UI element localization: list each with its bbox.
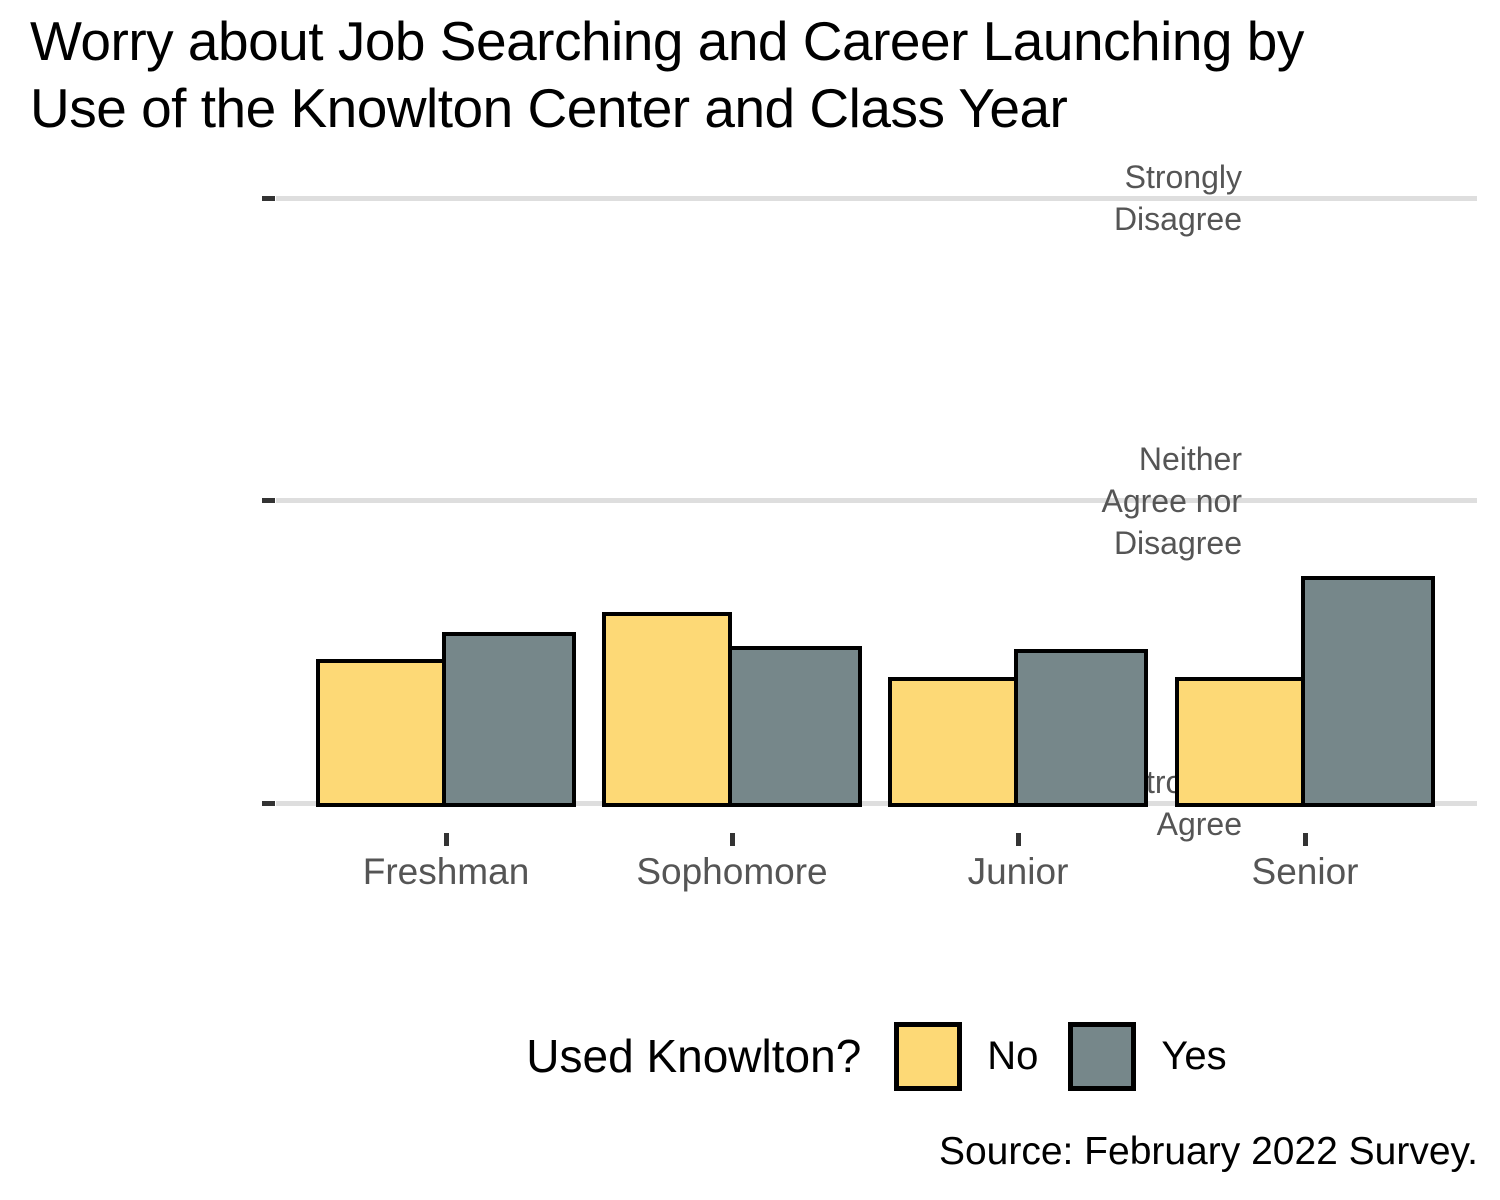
legend-swatch-no	[894, 1021, 963, 1091]
x-axis-tick-mark	[1015, 833, 1021, 846]
bar-senior-yes	[1301, 576, 1435, 807]
bar-junior-no	[888, 677, 1018, 807]
x-axis-tick-mark	[443, 833, 449, 846]
y-axis-label-line: Disagree	[1113, 524, 1242, 561]
y-axis-tick-mark	[262, 498, 275, 503]
gridline	[276, 800, 1477, 806]
legend-swatch-yes	[1068, 1021, 1137, 1091]
page-title-line-1: Worry about Job Searching and Career Lau…	[30, 10, 1304, 72]
bar-freshman-no	[316, 659, 446, 807]
y-axis-label-line: Neither	[1138, 440, 1242, 477]
legend-title: Used Knowlton?	[526, 1030, 862, 1082]
x-axis-tick-mark	[1302, 833, 1308, 846]
x-axis-label-junior: Junior	[967, 851, 1069, 892]
gridline	[276, 195, 1477, 201]
y-axis-label: Strongly Disagree	[1114, 156, 1242, 240]
y-axis-label-line: Disagree	[1113, 201, 1242, 237]
page-title-line-2: Use of the Knowlton Center and Class Yea…	[30, 77, 1068, 139]
bar-sophomore-no	[602, 612, 732, 807]
page-title: Worry about Job Searching and Career Lau…	[30, 8, 1304, 142]
bar-senior-no	[1175, 677, 1305, 807]
legend-label-yes: Yes	[1161, 1033, 1227, 1078]
gridline	[276, 498, 1477, 503]
legend: Used Knowlton? No Yes	[276, 1018, 1477, 1094]
y-axis-label: Neither Agree nor Disagree	[1101, 438, 1242, 564]
y-axis-tick-mark	[262, 800, 275, 806]
x-axis-tick-mark	[729, 833, 735, 846]
x-axis-label-sophomore: Sophomore	[636, 851, 828, 892]
legend-label-no: No	[987, 1033, 1039, 1078]
y-axis-tick-mark	[262, 195, 275, 201]
source-note: Source: February 2022 Survey.	[938, 1130, 1478, 1173]
bar-freshman-yes	[442, 632, 576, 807]
bar-junior-yes	[1014, 648, 1148, 807]
bar-sophomore-yes	[728, 645, 862, 807]
y-axis-label-line: Strongly	[1124, 159, 1242, 195]
x-axis-label-senior: Senior	[1251, 851, 1359, 892]
y-axis-label-line: Agree nor	[1101, 482, 1242, 519]
y-axis-label-line: Agree	[1156, 806, 1242, 842]
x-axis-label-freshman: Freshman	[362, 851, 530, 892]
